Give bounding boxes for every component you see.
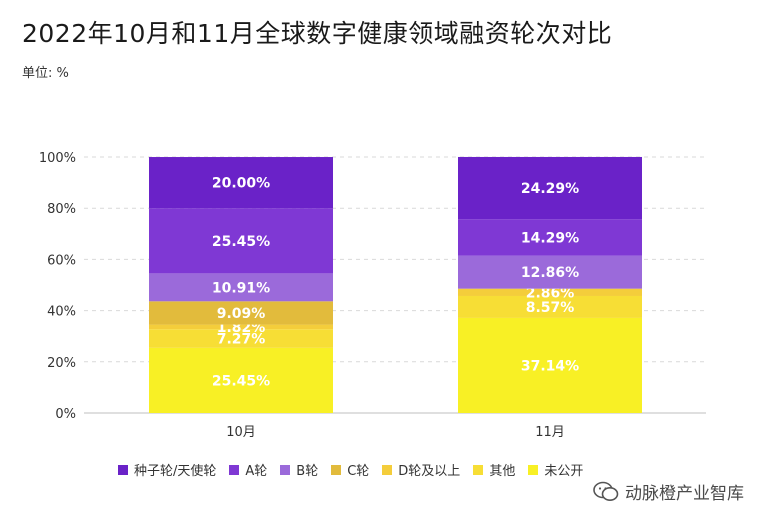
watermark: 动脉橙产业智库 — [593, 479, 744, 504]
y-tick-label: 0% — [55, 407, 76, 422]
data-label: 37.14% — [521, 358, 579, 374]
legend-swatch — [528, 464, 539, 475]
y-tick-label: 60% — [47, 253, 76, 268]
legend-label: 其他 — [489, 464, 516, 479]
bar-segment — [149, 208, 333, 274]
data-label: 8.57% — [526, 300, 575, 316]
legend-swatch — [280, 464, 291, 475]
legend-item: 其他 — [473, 460, 515, 479]
chart-legend: 种子轮/天使轮 A轮 B轮 C轮 D轮及以上 其他 未公开 — [118, 460, 596, 479]
watermark-text: 动脉橙产业智库 — [625, 484, 744, 504]
bar-segment — [458, 255, 642, 289]
legend-swatch — [331, 464, 342, 475]
legend-label: C轮 — [347, 464, 370, 479]
bar-segment — [458, 317, 642, 413]
legend-label: A轮 — [245, 464, 268, 479]
chart-title: 2022年10月和11月全球数字健康领域融资轮次对比 — [22, 19, 613, 48]
data-label: 14.29% — [521, 230, 579, 246]
bar-segment — [149, 329, 333, 348]
legend-label: 未公开 — [544, 464, 584, 479]
legend-item: 种子轮/天使轮 — [118, 460, 216, 479]
data-label: 10.91% — [212, 280, 270, 296]
y-tick-label: 100% — [39, 151, 76, 166]
wechat-icon — [593, 481, 619, 501]
bar-segment — [149, 273, 333, 302]
bar-segment — [149, 301, 333, 325]
bar-segment — [458, 219, 642, 256]
legend-item: B轮 — [280, 460, 318, 479]
data-label: 25.45% — [212, 234, 270, 250]
legend-item: 未公开 — [528, 460, 583, 479]
bar-segment — [149, 324, 333, 330]
unit-label: 单位: % — [22, 66, 69, 81]
bar-segment — [458, 288, 642, 296]
y-tick-label: 40% — [47, 305, 76, 320]
legend-label: B轮 — [296, 464, 319, 479]
legend-item: D轮及以上 — [382, 460, 460, 479]
x-tick-label: 11月 — [535, 425, 565, 440]
legend-swatch — [118, 464, 128, 475]
bar-segment — [458, 295, 642, 318]
legend-swatch — [382, 464, 393, 475]
x-tick-label: 10月 — [226, 425, 256, 440]
y-tick-label: 80% — [47, 202, 76, 217]
y-tick-label: 20% — [47, 356, 76, 371]
data-label: 2.86% — [526, 285, 575, 301]
bar-segment — [149, 347, 333, 413]
data-label: 24.29% — [521, 181, 579, 197]
data-label: 25.45% — [212, 373, 270, 389]
data-label: 20.00% — [212, 176, 270, 192]
bar-segment — [458, 156, 642, 220]
bar-segment — [149, 157, 333, 209]
legend-item: C轮 — [331, 460, 369, 479]
data-label: 9.09% — [217, 306, 266, 322]
legend-swatch — [473, 464, 484, 475]
legend-label: D轮及以上 — [398, 464, 461, 479]
data-label: 12.86% — [521, 265, 579, 281]
legend-label: 种子轮/天使轮 — [134, 464, 217, 479]
legend-swatch — [229, 464, 240, 475]
legend-item: A轮 — [229, 460, 267, 479]
data-label: 7.27% — [217, 332, 266, 348]
